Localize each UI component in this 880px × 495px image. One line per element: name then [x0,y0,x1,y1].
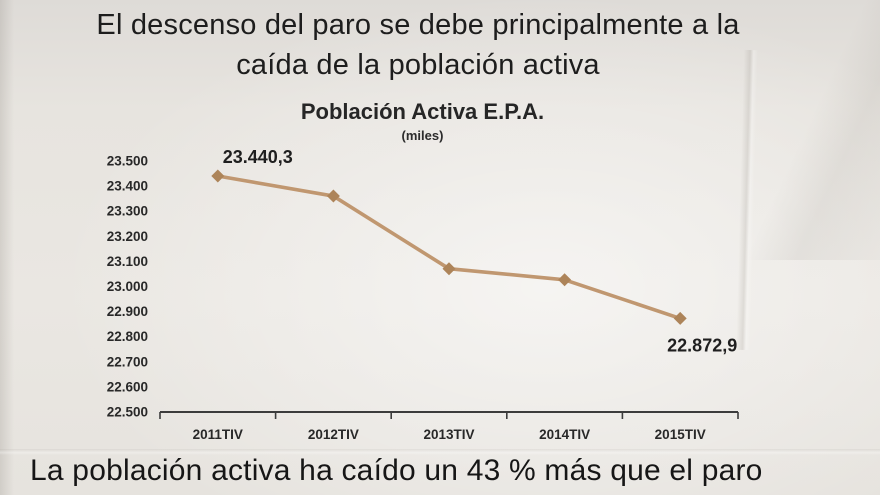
data-point-marker [326,189,340,203]
y-axis-tick-label: 23.200 [107,229,148,244]
chart-units-subtitle: (miles) [401,128,444,143]
poblacion-activa-line [216,174,683,321]
data-point-marker [211,169,225,183]
footer-caption: La población activa ha caído un 43 % más… [30,454,763,487]
chart-title: Población Activa E.P.A. [300,99,545,124]
paper-fold-crease [736,49,758,351]
y-axis-tick-label: 22.900 [107,304,148,319]
page-title-line1: El descenso del paro se debe principalme… [96,9,740,41]
data-point-marker [558,273,572,287]
y-axis-tick-label: 23.500 [107,154,148,169]
y-axis-tick-label: 22.700 [107,354,148,369]
data-point-value-label: 23.440,3 [223,147,293,167]
data-point-marker [673,311,687,325]
x-axis-tick-label: 2013TIV [423,427,474,442]
x-axis-tick-label: 2015TIV [655,427,706,442]
y-axis-tick-label: 22.800 [107,329,148,344]
y-axis-tick-label: 23.400 [107,179,148,194]
page-title: El descenso del paro se debe principalme… [0,5,858,85]
x-axis-tick-label: 2014TIV [539,427,590,442]
x-axis-tick-label: 2012TIV [308,427,359,442]
y-axis-tick-label: 23.100 [107,254,148,269]
data-point-value-label: 22.872,9 [667,335,737,355]
page-title-line2: caída de la población activa [236,49,600,81]
y-axis-tick-label: 23.300 [107,204,148,219]
y-axis-tick-label: 23.000 [107,279,148,294]
x-axis-tick-label: 2011TIV [193,427,243,442]
y-axis-tick-label: 22.600 [107,379,148,394]
y-axis-tick-label: 22.500 [107,405,148,420]
data-point-marker [442,262,456,276]
